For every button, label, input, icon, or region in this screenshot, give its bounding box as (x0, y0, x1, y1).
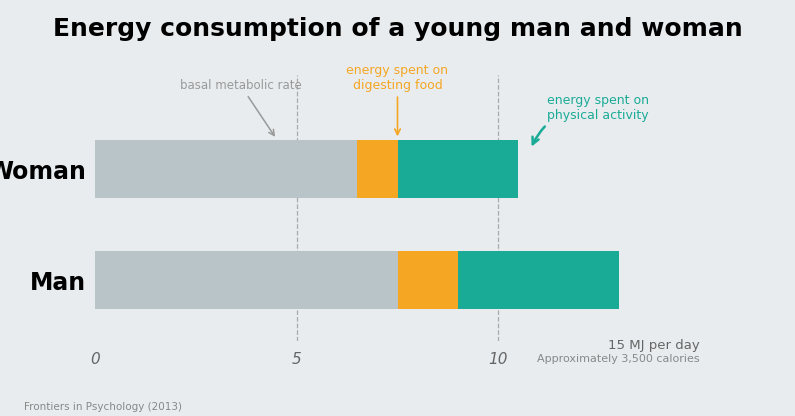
Bar (398, 251, 458, 309)
Text: energy spent on
physical activity: energy spent on physical activity (533, 94, 649, 144)
Text: Energy consumption of a young man and woman: Energy consumption of a young man and wo… (52, 17, 743, 41)
Text: Approximately 3,500 calories: Approximately 3,500 calories (537, 354, 700, 364)
Bar (95, 251, 398, 309)
Text: energy spent on
digesting food: energy spent on digesting food (347, 64, 448, 135)
Text: basal metabolic rate: basal metabolic rate (180, 79, 301, 136)
Text: Frontiers in Psychology (2013): Frontiers in Psychology (2013) (24, 402, 182, 412)
Text: 15 MJ per day: 15 MJ per day (608, 339, 700, 352)
Bar (95, 140, 357, 198)
Bar (398, 140, 518, 198)
Bar (357, 140, 398, 198)
Bar (458, 251, 619, 309)
